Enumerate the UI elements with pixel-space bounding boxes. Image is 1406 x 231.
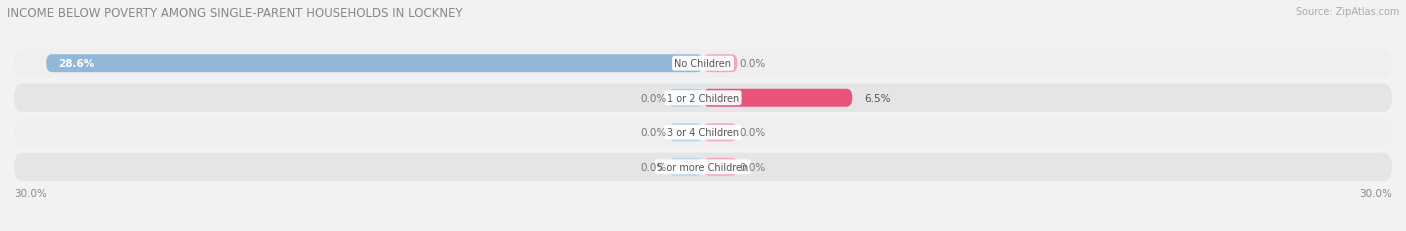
FancyBboxPatch shape <box>14 119 1392 147</box>
Text: 30.0%: 30.0% <box>1360 188 1392 198</box>
Text: 0.0%: 0.0% <box>640 128 666 138</box>
Text: Source: ZipAtlas.com: Source: ZipAtlas.com <box>1295 7 1399 17</box>
FancyBboxPatch shape <box>669 124 703 142</box>
Text: 0.0%: 0.0% <box>740 128 766 138</box>
Text: 0.0%: 0.0% <box>640 93 666 103</box>
FancyBboxPatch shape <box>703 89 852 107</box>
Text: INCOME BELOW POVERTY AMONG SINGLE-PARENT HOUSEHOLDS IN LOCKNEY: INCOME BELOW POVERTY AMONG SINGLE-PARENT… <box>7 7 463 20</box>
FancyBboxPatch shape <box>46 55 703 73</box>
Text: 6.5%: 6.5% <box>863 93 890 103</box>
Legend: Single Father, Single Mother: Single Father, Single Mother <box>599 228 807 231</box>
Text: 5 or more Children: 5 or more Children <box>658 162 748 172</box>
FancyBboxPatch shape <box>669 89 703 107</box>
Text: 3 or 4 Children: 3 or 4 Children <box>666 128 740 138</box>
Text: 0.0%: 0.0% <box>640 162 666 172</box>
FancyBboxPatch shape <box>14 50 1392 78</box>
Text: 28.6%: 28.6% <box>58 59 94 69</box>
Text: 0.0%: 0.0% <box>740 59 766 69</box>
FancyBboxPatch shape <box>703 158 738 176</box>
FancyBboxPatch shape <box>669 158 703 176</box>
Text: 1 or 2 Children: 1 or 2 Children <box>666 93 740 103</box>
FancyBboxPatch shape <box>703 124 738 142</box>
Text: No Children: No Children <box>675 59 731 69</box>
FancyBboxPatch shape <box>703 55 738 73</box>
Text: 30.0%: 30.0% <box>14 188 46 198</box>
Text: 0.0%: 0.0% <box>740 162 766 172</box>
FancyBboxPatch shape <box>14 153 1392 181</box>
FancyBboxPatch shape <box>14 84 1392 112</box>
